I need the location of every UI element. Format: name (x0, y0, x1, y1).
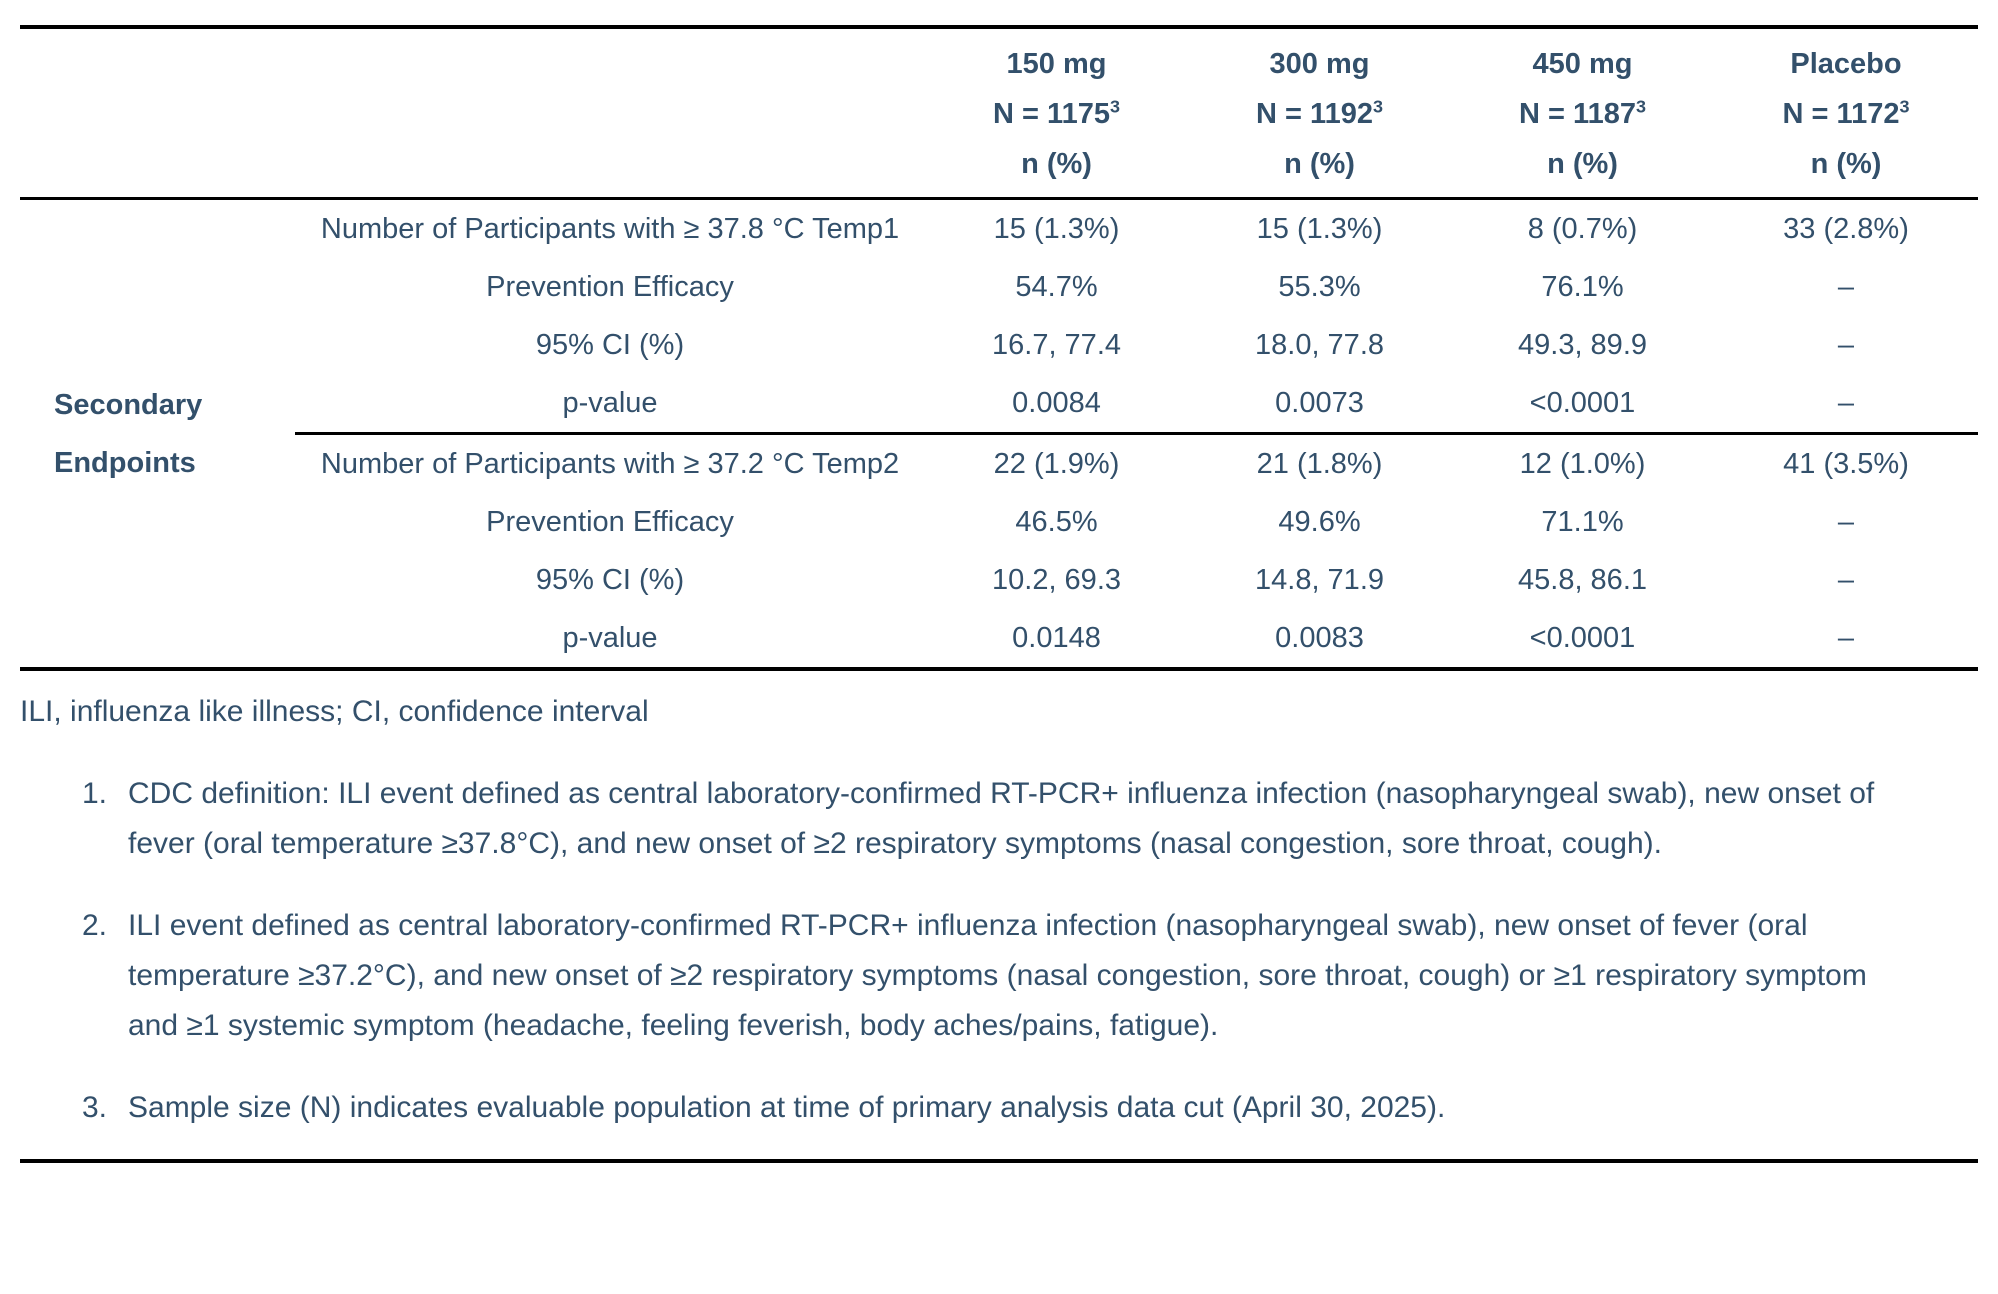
cell-value: 15 (1.3%) (1256, 213, 1383, 245)
sample-size: N = 11753 (993, 96, 1120, 130)
cell-value: 0.0073 (1275, 387, 1364, 419)
cell-value: – (1837, 564, 1855, 596)
dose-label: 300 mg (1269, 48, 1370, 80)
row-label: p-value (562, 622, 658, 654)
dose-label: 150 mg (1006, 48, 1107, 80)
abbreviations-line: ILI, influenza like illness; CI, confide… (20, 695, 649, 728)
footnote-ref: 3 (1635, 96, 1646, 117)
footnote-ref: 3 (1109, 96, 1120, 117)
cell-value: 55.3% (1278, 271, 1361, 303)
table-row: Number of Participants with ≥ 37.2 °C Te… (20, 432, 1978, 493)
unit-label: n (%) (1547, 148, 1618, 180)
cell-value: 22 (1.9%) (925, 432, 1188, 493)
sample-size: N = 11873 (1519, 96, 1646, 130)
cell-value: – (1837, 387, 1855, 419)
cell-value: 33 (2.8%) (1783, 213, 1909, 245)
footnote-ref: 3 (1899, 96, 1910, 117)
cell-value: 0.0148 (1012, 622, 1101, 654)
table-row: Prevention Efficacy 54.7% 55.3% 76.1% – (20, 258, 1978, 316)
clinical-results-page: 150 mg N = 11753 n (%) 300 mg N = 11923 … (20, 0, 1978, 1163)
cell-value: 21 (1.8%) (1188, 432, 1451, 493)
footnote-number: 1. (82, 777, 108, 810)
table-row: p-value 0.0148 0.0083 <0.0001 – (20, 609, 1978, 669)
cell-value: 71.1% (1541, 506, 1624, 538)
bottom-divider (20, 1159, 1978, 1163)
table-row: 95% CI (%) 16.7, 77.4 18.0, 77.8 49.3, 8… (20, 316, 1978, 374)
row-label: 95% CI (%) (535, 564, 685, 596)
cell-value: 0.0083 (1275, 622, 1364, 654)
row-label: Prevention Efficacy (486, 506, 734, 538)
cell-value: 14.8, 71.9 (1255, 564, 1384, 596)
cell-value: 8 (0.7%) (1527, 213, 1638, 245)
unit-label: n (%) (1284, 148, 1355, 180)
footnotes-section: ILI, influenza like illness; CI, confide… (20, 687, 1978, 1133)
footnote-text: ILI event defined as central laboratory-… (128, 909, 1867, 1042)
header-row: 150 mg N = 11753 n (%) 300 mg N = 11923 … (20, 27, 1978, 200)
table-row: Secondary Endpoints Number of Participan… (20, 199, 1978, 479)
cell-value: 15 (1.3%) (993, 213, 1120, 245)
footnote-text: Sample size (N) indicates evaluable popu… (128, 1091, 1446, 1124)
cell-value: 49.6% (1278, 506, 1361, 538)
sample-size: N = 11923 (1256, 96, 1383, 130)
unit-label: n (%) (1021, 148, 1092, 180)
column-header-placebo: Placebo N = 11723 n (%) (1714, 27, 1978, 200)
cell-value: – (1837, 329, 1855, 361)
column-header-450mg: 450 mg N = 11873 n (%) (1451, 27, 1714, 200)
column-header-300mg: 300 mg N = 11923 n (%) (1188, 27, 1451, 200)
cell-value: 76.1% (1541, 271, 1624, 303)
cell-value: – (1837, 622, 1855, 654)
cell-value: 46.5% (1015, 506, 1098, 538)
row-label: Number of Participants with ≥ 37.8 °C Te… (320, 213, 900, 245)
header-stub-cell (20, 27, 925, 200)
cell-value: <0.0001 (1529, 387, 1636, 419)
cell-value: 10.2, 69.3 (992, 564, 1121, 596)
footnote-2: 2. ILI event defined as central laborato… (20, 901, 1925, 1051)
sample-size: N = 11723 (1782, 96, 1910, 130)
footnote-3: 3. Sample size (N) indicates evaluable p… (20, 1083, 1925, 1133)
footnote-text: CDC definition: ILI event defined as cen… (128, 777, 1875, 860)
footnote-1: 1. CDC definition: ILI event defined as … (20, 769, 1925, 869)
cell-value: 16.7, 77.4 (992, 329, 1121, 361)
footnote-number: 3. (82, 1091, 108, 1124)
cell-value: 12 (1.0%) (1451, 432, 1714, 493)
footnote-number: 2. (82, 909, 108, 942)
cell-value: 0.0084 (1012, 387, 1101, 419)
row-label: Number of Participants with ≥ 37.2 °C Te… (295, 432, 925, 493)
row-label: Prevention Efficacy (486, 271, 734, 303)
endpoint-group-label: Secondary Endpoints (54, 388, 203, 479)
secondary-endpoints-table: 150 mg N = 11753 n (%) 300 mg N = 11923 … (20, 25, 1978, 671)
column-header-150mg: 150 mg N = 11753 n (%) (925, 27, 1188, 200)
table-row: 95% CI (%) 10.2, 69.3 14.8, 71.9 45.8, 8… (20, 551, 1978, 609)
cell-value: <0.0001 (1529, 622, 1636, 654)
table-row: p-value 0.0084 0.0073 <0.0001 – (20, 374, 1978, 434)
dose-label: Placebo (1790, 48, 1902, 80)
cell-value: 45.8, 86.1 (1518, 564, 1647, 596)
dose-label: 450 mg (1532, 48, 1633, 80)
footnote-ref: 3 (1372, 96, 1383, 117)
cell-value: 18.0, 77.8 (1255, 329, 1384, 361)
cell-value: 41 (3.5%) (1714, 432, 1978, 493)
cell-value: 49.3, 89.9 (1518, 329, 1647, 361)
row-label: p-value (562, 387, 658, 419)
unit-label: n (%) (1810, 148, 1882, 180)
table-row: Prevention Efficacy 46.5% 49.6% 71.1% – (20, 493, 1978, 551)
cell-value: 54.7% (1015, 271, 1098, 303)
cell-value: – (1837, 271, 1855, 303)
row-label: 95% CI (%) (535, 329, 685, 361)
cell-value: – (1837, 506, 1855, 538)
